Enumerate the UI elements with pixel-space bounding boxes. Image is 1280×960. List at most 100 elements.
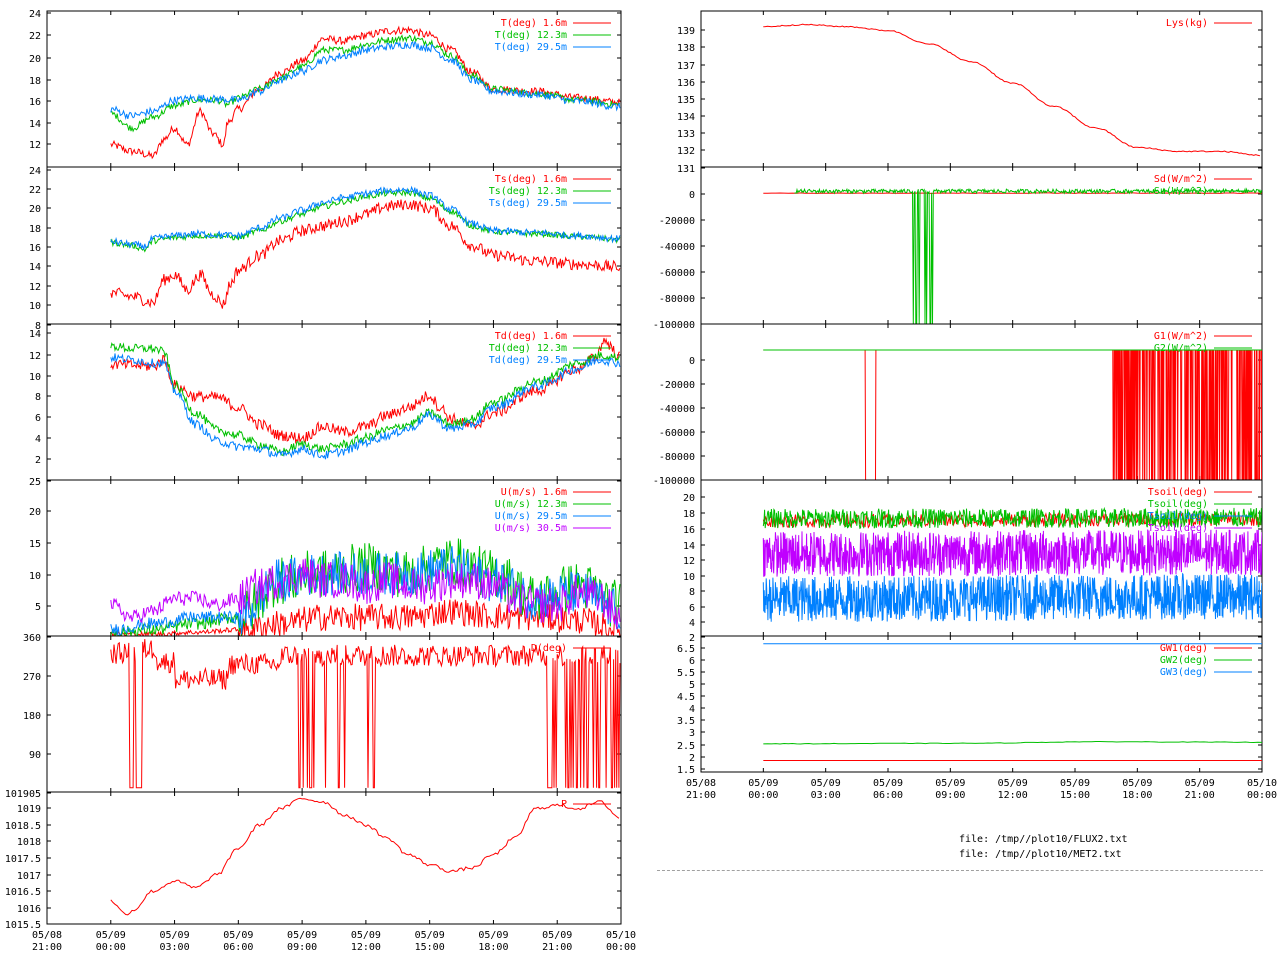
series-line-blue — [110, 185, 621, 251]
legend-label: Tsoil(deg) — [1148, 499, 1208, 510]
y-tick-label: 137 — [677, 61, 695, 72]
y-tick-label: 1016.5 — [5, 887, 41, 898]
series-line-blue — [110, 353, 621, 460]
legend-label: Ts(deg) 12.3m — [489, 186, 567, 197]
y-tick-label: 138 — [677, 43, 695, 54]
series-line-blue — [110, 40, 621, 121]
y-tick-label: 0 — [689, 356, 695, 367]
y-tick-label: 270 — [23, 672, 41, 683]
x-tick-label-date: 05/09 — [811, 778, 841, 789]
series-line-blue — [762, 572, 1262, 622]
series-line-green — [794, 187, 1262, 324]
x-tick-label-date: 05/09 — [287, 930, 317, 941]
y-tick-label: 20 — [683, 493, 695, 504]
footer-file-flux: file: /tmp//plot10/FLUX2.txt — [959, 834, 1128, 845]
y-tick-label: 133 — [677, 129, 695, 140]
y-tick-label: 4 — [689, 618, 695, 629]
y-tick-label: -100000 — [653, 320, 695, 331]
y-tick-label: 24 — [29, 9, 41, 20]
y-tick-label: 6 — [35, 413, 41, 424]
x-tick-label-date: 05/09 — [223, 930, 253, 941]
y-tick-label: -80000 — [659, 452, 695, 463]
legend-label: Td(deg) 29.5m — [489, 355, 567, 366]
legend-label: T(deg) 1.6m — [501, 18, 567, 29]
chart-l1: 12 14 16 18 20 22 24 T(deg) 1.6mT(deg) 12.3mT(d… — [29, 9, 622, 168]
x-tick-label-date: 05/09 — [1060, 778, 1090, 789]
y-tick-label: 4 — [35, 434, 41, 445]
x-axis-labels-left: 05/0821:0005/0900:0005/0903:0005/0906:00… — [32, 930, 636, 953]
x-tick-label-date: 05/09 — [935, 778, 965, 789]
y-tick-label: 8 — [35, 392, 41, 403]
y-tick-label: 5 — [689, 680, 695, 691]
y-tick-label: 20 — [29, 54, 41, 65]
x-tick-label-time: 09:00 — [935, 790, 965, 801]
y-tick-label: 132 — [677, 146, 695, 157]
y-tick-label: 90 — [29, 750, 41, 761]
plot-frame — [700, 10, 1263, 168]
series-line-red — [110, 797, 620, 916]
x-tick-label-date: 05/09 — [1122, 778, 1152, 789]
series-line-red — [110, 25, 621, 160]
series-line-red — [110, 599, 621, 636]
y-tick-label: -20000 — [659, 380, 695, 391]
legend-label: Td(deg) 1.6m — [495, 331, 567, 342]
x-tick-label-date: 05/09 — [160, 930, 190, 941]
y-tick-label: 10 — [29, 571, 41, 582]
y-tick-label: 12 — [683, 556, 695, 567]
y-tick-label: 22 — [29, 31, 41, 42]
x-tick-label-date: 05/10 — [1247, 778, 1277, 789]
x-tick-label-time: 15:00 — [415, 942, 445, 953]
legend-label: Tsoil(deg) — [1148, 487, 1208, 498]
y-tick-label: 2 — [35, 455, 41, 466]
x-tick-label-time: 18:00 — [478, 942, 508, 953]
series-line-purple — [762, 529, 1262, 577]
y-tick-label: 6 — [689, 603, 695, 614]
series-line-red — [110, 337, 620, 445]
legend-label: T(deg) 29.5m — [495, 42, 567, 53]
x-tick-label-time: 03:00 — [811, 790, 841, 801]
y-tick-label: 1019 — [17, 804, 41, 815]
series-line-green — [110, 34, 621, 133]
x-tick-label-time: 06:00 — [223, 942, 253, 953]
plot-frame — [46, 791, 622, 925]
footer-separator — [657, 870, 1263, 871]
series-line-purple — [110, 558, 621, 630]
y-tick-label: 180 — [23, 711, 41, 722]
legend-label: Su(W/m^2) — [1154, 186, 1208, 197]
series-line-red — [110, 639, 621, 789]
x-tick-label-date: 05/09 — [748, 778, 778, 789]
legend-label: GW2(deg) — [1160, 655, 1208, 666]
x-tick-label-date: 05/09 — [351, 930, 381, 941]
legend-label: Ts(deg) 29.5m — [489, 198, 567, 209]
y-tick-label: 1017 — [17, 871, 41, 882]
series-line-green — [763, 741, 1262, 745]
x-tick-label-time: 21:00 — [32, 942, 62, 953]
y-tick-label: 135 — [677, 95, 695, 106]
chart-r2: -100000 -80000 -60000 -40000 -20000 0 Sd(W/m^2… — [653, 166, 1263, 331]
x-tick-label-date: 05/08 — [686, 778, 716, 789]
y-tick-label: 18 — [683, 509, 695, 520]
y-tick-label: 22 — [29, 185, 41, 196]
y-tick-label: 8 — [35, 321, 41, 332]
x-tick-label-time: 09:00 — [287, 942, 317, 953]
y-tick-label: -40000 — [659, 242, 695, 253]
legend-label: Ts(deg) 1.6m — [495, 174, 567, 185]
y-tick-label: 12 — [29, 282, 41, 293]
x-tick-label-time: 03:00 — [160, 942, 190, 953]
chart-r3: -100000 -80000 -60000 -40000 -20000 0 G1(W/m^2… — [653, 323, 1263, 487]
y-tick-label: 1018.5 — [5, 821, 41, 832]
legend-label: T(deg) 12.3m — [495, 30, 567, 41]
y-tick-label: -40000 — [659, 404, 695, 415]
x-tick-label-time: 12:00 — [351, 942, 381, 953]
legend-label: P — [561, 799, 567, 810]
y-tick-label: 12 — [29, 140, 41, 151]
y-tick-label: 10 — [29, 301, 41, 312]
x-tick-label-date: 05/08 — [32, 930, 62, 941]
y-tick-label: 6 — [689, 656, 695, 667]
series-line-red — [110, 199, 621, 309]
y-tick-label: 10 — [29, 372, 41, 383]
y-tick-label: -20000 — [659, 216, 695, 227]
legend-label: U(m/s) 29.5m — [495, 511, 567, 522]
y-tick-label: 2 — [689, 633, 695, 644]
